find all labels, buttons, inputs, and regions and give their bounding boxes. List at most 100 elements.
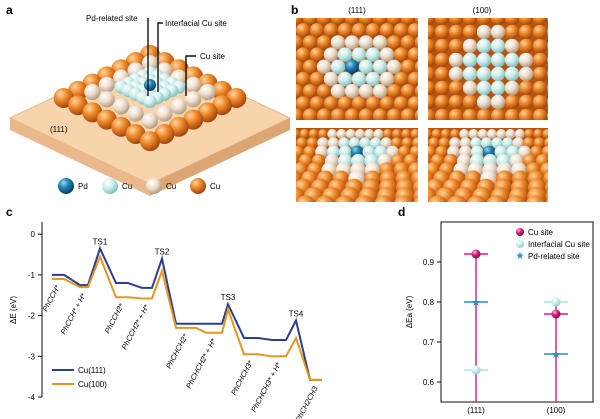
cu-atom (518, 24, 534, 40)
cu-atom (532, 24, 548, 40)
cluster-atom-o (140, 131, 160, 152)
cu-atom (532, 38, 548, 54)
legend-cu-outer-atom (190, 178, 206, 194)
cu-atom (364, 129, 375, 139)
cu-atom (547, 0, 561, 11)
callout-cu-site: Cu site (200, 52, 225, 61)
legend-cu-site-marker (516, 228, 524, 236)
cu-atom (330, 59, 346, 74)
cu-atom (344, 108, 360, 120)
substrate-slab-left-side (10, 118, 150, 196)
cu-atom (487, 129, 497, 139)
cu-atom (546, 56, 548, 64)
cu-atom (428, 195, 448, 202)
species-label: PhCHCH3* + H* (249, 360, 283, 414)
cu-atom (351, 47, 367, 62)
cu-atom (358, 18, 374, 26)
species-label: PhCCH2* + H* (120, 302, 152, 351)
panel-b: b (111) (100) (291, 0, 575, 202)
species-label: PhCHCH2* + H* (184, 336, 218, 390)
cu-atom (561, 11, 575, 25)
legend-cu-ring-atom (146, 178, 162, 194)
y-tick-label: -4 (28, 393, 36, 402)
cluster-atom-b (185, 76, 202, 93)
cu-atom (337, 96, 353, 111)
cu-atom (302, 18, 318, 26)
cu-atom (504, 18, 520, 26)
facet-label-100: (100) (473, 6, 492, 15)
cluster-atom-b (98, 76, 115, 93)
cu-atom (434, 24, 450, 40)
cu-atom (486, 195, 507, 202)
cu-atom (490, 66, 506, 82)
cu-atom (337, 47, 353, 62)
cu-atom (476, 94, 492, 110)
species-label: PhCHCH2* (164, 332, 190, 371)
cu-atom (414, 60, 418, 73)
cu-atom (372, 59, 388, 74)
cu-atom (533, 129, 544, 139)
cu-atom (532, 18, 548, 26)
cu-atom (490, 80, 506, 96)
cu-atom (491, 0, 505, 11)
cu-atom (428, 18, 436, 26)
cu-atom (372, 35, 388, 50)
cu-atom (296, 59, 304, 74)
y-tick-label: 0.7 (423, 338, 435, 347)
cu-atom (296, 195, 316, 202)
intermediate-species-labels: PhCCH*PhCCH* + H* PhCCH2*PhCCH2* + H* PhCH… (41, 283, 321, 419)
cu-atom (316, 108, 332, 120)
cu-atom (546, 70, 548, 78)
cu-atom (434, 80, 450, 96)
cu-atom (504, 108, 520, 120)
cu-atom (355, 129, 365, 139)
cu-atom (436, 0, 450, 13)
cu-atom (373, 129, 384, 139)
cu-atom (365, 71, 381, 87)
cu-atom (309, 71, 325, 87)
cu-atom (428, 80, 436, 96)
cu-atom (462, 52, 478, 68)
cu-atom (358, 108, 374, 120)
cu-atom (552, 129, 562, 139)
cu-atom (400, 59, 416, 74)
cu-atom (365, 96, 381, 111)
cu-atom (504, 52, 520, 68)
cu-atom (490, 108, 506, 120)
cu-atom (351, 96, 367, 111)
cu-atom (302, 35, 318, 50)
cu-atom (434, 94, 450, 110)
cu-atom (449, 0, 463, 11)
cu-atom (435, 0, 449, 11)
callout-line-interfacial (157, 22, 163, 92)
barrier-plot-frame (440, 221, 594, 403)
cu-atom (434, 108, 450, 120)
cu-atom (561, 123, 575, 137)
cu-atom (547, 137, 561, 151)
cu-atom (393, 71, 409, 87)
legend-cu-site-label: Cu site (528, 228, 553, 237)
cu-atom (447, 195, 468, 202)
cu-atom (330, 108, 346, 120)
cu-atom (525, 195, 546, 202)
cu-atom (296, 71, 311, 87)
cu-atom (316, 35, 332, 50)
cu-atom (545, 190, 548, 202)
cu-atom (532, 52, 548, 68)
ts-label: TS4 (289, 309, 304, 318)
cu-atom (434, 52, 450, 68)
cluster-atom-b (127, 105, 144, 122)
cu-atom (330, 35, 346, 50)
cu-atom (386, 35, 402, 50)
cu-atom (407, 23, 418, 38)
cu-atom (374, 195, 394, 202)
legend-interfacial-marker (516, 240, 524, 248)
cu-atom (546, 84, 548, 92)
cu-atom (448, 52, 464, 68)
panel-a: a (111) Pd-related site Interfacial Cu s… (6, 3, 292, 196)
cluster-atom-b (185, 91, 202, 108)
panel-c-letter: c (6, 205, 13, 219)
cu-atom (518, 52, 534, 68)
cu-atom (410, 129, 418, 139)
cu-atom (327, 137, 340, 149)
